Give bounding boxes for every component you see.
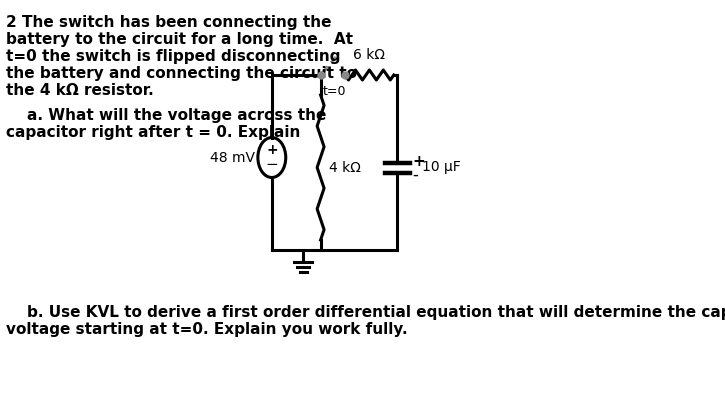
Text: b. Use KVL to derive a first order differential equation that will determine the: b. Use KVL to derive a first order diffe…: [6, 305, 725, 320]
Text: a. What will the voltage across the: a. What will the voltage across the: [6, 108, 326, 123]
Text: t=0 the switch is flipped disconnecting: t=0 the switch is flipped disconnecting: [6, 49, 340, 64]
Text: t=0: t=0: [323, 85, 347, 98]
Text: −: −: [265, 157, 278, 172]
Text: the battery and connecting the circuit to: the battery and connecting the circuit t…: [6, 66, 357, 81]
Text: battery to the circuit for a long time.  At: battery to the circuit for a long time. …: [6, 32, 352, 47]
Text: -: -: [412, 166, 418, 184]
Text: voltage starting at t=0. Explain you work fully.: voltage starting at t=0. Explain you wor…: [6, 322, 407, 337]
Text: 2 The switch has been connecting the: 2 The switch has been connecting the: [6, 15, 331, 30]
Text: +: +: [266, 144, 278, 158]
Text: capacitor right after t = 0. Explain: capacitor right after t = 0. Explain: [6, 125, 300, 140]
Text: 10 μF: 10 μF: [423, 160, 461, 174]
Text: 4 kΩ: 4 kΩ: [329, 160, 361, 174]
Text: 48 mV: 48 mV: [210, 150, 255, 164]
Text: +: +: [412, 154, 425, 169]
Text: the 4 kΩ resistor.: the 4 kΩ resistor.: [6, 83, 153, 98]
Text: 6 kΩ: 6 kΩ: [353, 48, 386, 62]
